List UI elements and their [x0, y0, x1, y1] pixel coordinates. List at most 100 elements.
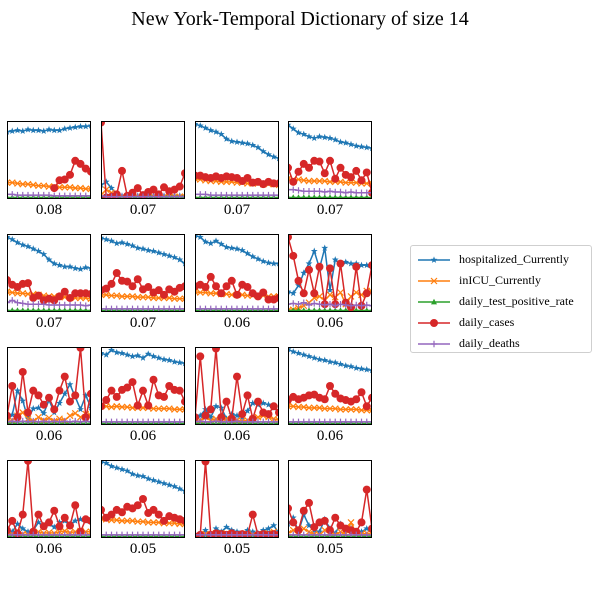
point-inICU_Currently [181, 295, 185, 303]
point-hospitalized_Currently [108, 462, 115, 470]
point-daily_deaths [295, 301, 302, 308]
subplot-weight-label: 0.07 [316, 202, 344, 218]
point-daily_deaths [7, 418, 11, 425]
point-hospitalized_Currently [77, 265, 84, 273]
point-daily_deaths [181, 193, 185, 199]
point-daily_deaths [337, 188, 344, 196]
point-inICU_Currently [87, 528, 91, 536]
point-daily_test_positive_rate [35, 307, 42, 312]
point-daily_test_positive_rate [343, 194, 349, 199]
point-inICU_Currently [108, 292, 115, 300]
point-daily_cases [352, 395, 361, 404]
point-daily_deaths [290, 186, 297, 193]
point-daily_cases [326, 156, 334, 165]
point-inICU_Currently [321, 177, 329, 185]
point-daily_cases [352, 262, 361, 271]
subplot-plot [195, 347, 279, 425]
point-hospitalized_Currently [144, 246, 152, 254]
point-hospitalized_Currently [29, 405, 37, 412]
point-daily_cases [76, 159, 85, 168]
point-daily_cases [352, 166, 361, 175]
point-daily_deaths [358, 302, 365, 309]
point-hospitalized_Currently [305, 260, 313, 267]
point-hospitalized_Currently [129, 470, 136, 477]
point-daily_deaths [275, 418, 279, 425]
point-inICU_Currently [71, 409, 79, 417]
point-hospitalized_Currently [342, 362, 350, 369]
point-inICU_Currently [288, 307, 292, 312]
point-daily_test_positive_rate [67, 307, 73, 312]
point-hospitalized_Currently [77, 515, 84, 523]
point-daily_cases [243, 283, 252, 292]
subplot-weight-label: 0.05 [129, 541, 157, 557]
point-daily_deaths [368, 418, 372, 425]
point-hospitalized_Currently [321, 244, 329, 251]
point-daily_test_positive_rate [290, 194, 296, 199]
legend-marker-star [430, 256, 438, 263]
legend-label: inICU_Currently [459, 273, 541, 287]
point-inICU_Currently [342, 179, 350, 187]
point-hospitalized_Currently [66, 263, 74, 270]
point-hospitalized_Currently [207, 239, 215, 247]
point-daily_cases [160, 516, 168, 525]
point-hospitalized_Currently [171, 253, 178, 261]
point-inICU_Currently [171, 295, 178, 303]
point-daily_deaths [332, 302, 339, 309]
point-hospitalized_Currently [40, 127, 48, 135]
point-daily_cases [60, 513, 69, 522]
point-daily_cases [320, 395, 329, 404]
point-daily_deaths [40, 301, 47, 308]
point-inICU_Currently [144, 293, 152, 301]
subplot-weight-label: 0.06 [316, 315, 344, 331]
subplot-frame [195, 234, 279, 312]
point-daily_cases [118, 166, 126, 175]
point-daily_cases [128, 188, 137, 197]
point-hospitalized_Currently [326, 358, 334, 365]
subplot-weight-label: 0.08 [35, 202, 63, 218]
point-daily_test_positive_rate [316, 194, 323, 199]
point-inICU_Currently [40, 182, 48, 190]
point-hospitalized_Currently [56, 399, 63, 407]
point-hospitalized_Currently [118, 349, 126, 357]
legend-marker-x [430, 277, 438, 285]
point-daily_test_positive_rate [14, 307, 21, 312]
point-hospitalized_Currently [35, 247, 42, 255]
point-daily_cases [331, 389, 340, 398]
point-daily_cases [222, 282, 231, 291]
point-daily_cases [24, 279, 32, 288]
point-daily_cases [305, 265, 313, 274]
point-daily_cases [34, 391, 43, 400]
point-inICU_Currently [129, 517, 136, 525]
point-daily_test_positive_rate [20, 307, 26, 312]
point-hospitalized_Currently [196, 412, 204, 419]
point-daily_deaths [342, 189, 349, 196]
point-daily_cases [60, 287, 69, 296]
point-hospitalized_Currently [305, 133, 313, 140]
point-hospitalized_Currently [14, 238, 21, 246]
point-hospitalized_Currently [300, 269, 308, 276]
point-daily_cases [24, 408, 32, 417]
point-daily_cases [299, 506, 308, 515]
point-hospitalized_Currently [244, 140, 251, 147]
point-hospitalized_Currently [102, 460, 110, 467]
series-line-hospitalized_Currently [101, 237, 185, 265]
point-hospitalized_Currently [254, 255, 262, 262]
point-hospitalized_Currently [223, 243, 230, 251]
point-hospitalized_Currently [56, 261, 63, 269]
legend-swatch [418, 319, 450, 327]
point-inICU_Currently [61, 183, 69, 191]
point-hospitalized_Currently [212, 402, 220, 410]
subplot-weight-label: 0.06 [316, 428, 344, 444]
point-hospitalized_Currently [223, 523, 230, 530]
point-hospitalized_Currently [150, 476, 157, 484]
subplot-3 [195, 121, 279, 199]
point-inICU_Currently [113, 402, 121, 410]
point-hospitalized_Currently [202, 526, 209, 534]
point-daily_cases [201, 411, 210, 420]
point-hospitalized_Currently [363, 525, 371, 532]
point-daily_cases [8, 382, 17, 390]
point-inICU_Currently [321, 405, 329, 413]
subplot-plot [195, 121, 279, 199]
point-hospitalized_Currently [289, 514, 297, 521]
